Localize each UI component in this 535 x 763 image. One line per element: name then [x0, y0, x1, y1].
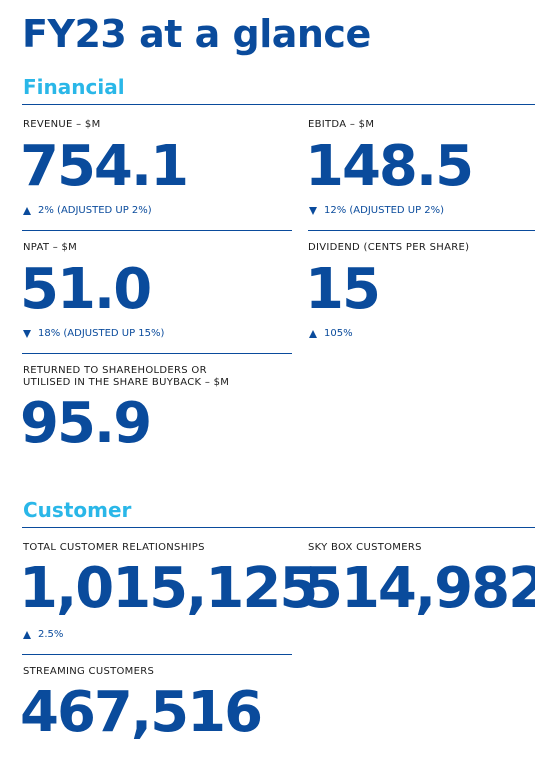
streaming-value: 467,516 — [20, 680, 263, 745]
ebitda-change: 12% (ADJUSTED UP 2%) — [309, 205, 444, 217]
divider — [22, 230, 292, 231]
up-arrow-icon — [309, 330, 317, 338]
customer-divider — [22, 527, 535, 528]
total-relationships-change-text: 2.5% — [38, 629, 64, 640]
customer-heading: Customer — [23, 498, 132, 522]
sky-box-value: 514,982 — [304, 556, 535, 621]
financial-heading: Financial — [23, 75, 125, 99]
revenue-label: REVENUE – $M — [23, 119, 101, 130]
dividend-change-text: 105% — [324, 328, 353, 339]
npat-value: 51.0 — [20, 257, 152, 322]
ebitda-value: 148.5 — [305, 134, 474, 199]
down-arrow-icon — [23, 330, 31, 338]
revenue-value: 754.1 — [20, 134, 189, 199]
returned-label-line1: RETURNED TO SHAREHOLDERS OR — [23, 365, 207, 376]
total-relationships-label: TOTAL CUSTOMER RELATIONSHIPS — [23, 542, 205, 553]
down-arrow-icon — [309, 207, 317, 215]
ebitda-label: EBITDA – $M — [308, 119, 375, 130]
npat-label: NPAT – $M — [23, 242, 78, 253]
npat-change: 18% (ADJUSTED UP 15%) — [23, 328, 164, 340]
returned-value: 95.9 — [20, 391, 152, 456]
divider — [22, 353, 292, 354]
revenue-change: 2% (ADJUSTED UP 2%) — [23, 205, 152, 217]
npat-change-text: 18% (ADJUSTED UP 15%) — [38, 328, 165, 339]
streaming-label: STREAMING CUSTOMERS — [23, 666, 155, 677]
total-relationships-value: 1,015,125 — [19, 556, 318, 621]
sky-box-label: SKY BOX CUSTOMERS — [308, 542, 422, 553]
divider — [22, 654, 292, 655]
total-relationships-change: 2.5% — [23, 629, 63, 641]
financial-divider — [22, 104, 535, 105]
returned-label-line2: UTILISED IN THE SHARE BUYBACK – $M — [23, 377, 230, 388]
divider — [308, 230, 535, 231]
page-title: FY23 at a glance — [22, 12, 371, 56]
dividend-label: DIVIDEND (CENTS PER SHARE) — [308, 242, 470, 253]
ebitda-change-text: 12% (ADJUSTED UP 2%) — [324, 205, 445, 216]
up-arrow-icon — [23, 631, 31, 639]
revenue-change-text: 2% (ADJUSTED UP 2%) — [38, 205, 152, 216]
up-arrow-icon — [23, 207, 31, 215]
dividend-change: 105% — [309, 328, 353, 340]
dividend-value: 15 — [305, 257, 381, 322]
